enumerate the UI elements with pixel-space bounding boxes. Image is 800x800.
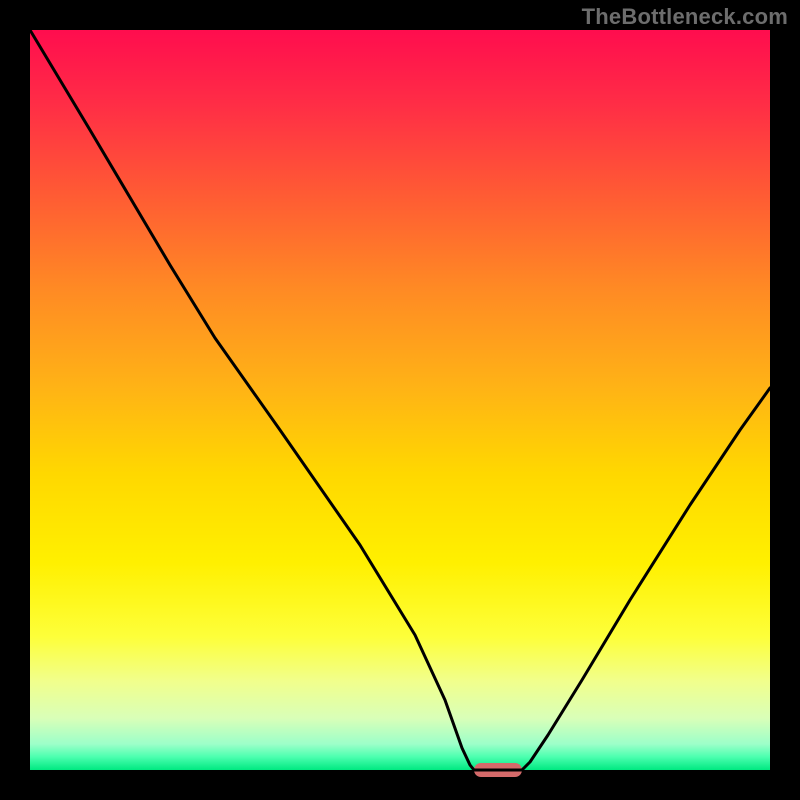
bottleneck-chart (0, 0, 800, 800)
watermark-text: TheBottleneck.com (582, 4, 788, 30)
chart-stage: TheBottleneck.com (0, 0, 800, 800)
plot-gradient-background (30, 30, 770, 770)
